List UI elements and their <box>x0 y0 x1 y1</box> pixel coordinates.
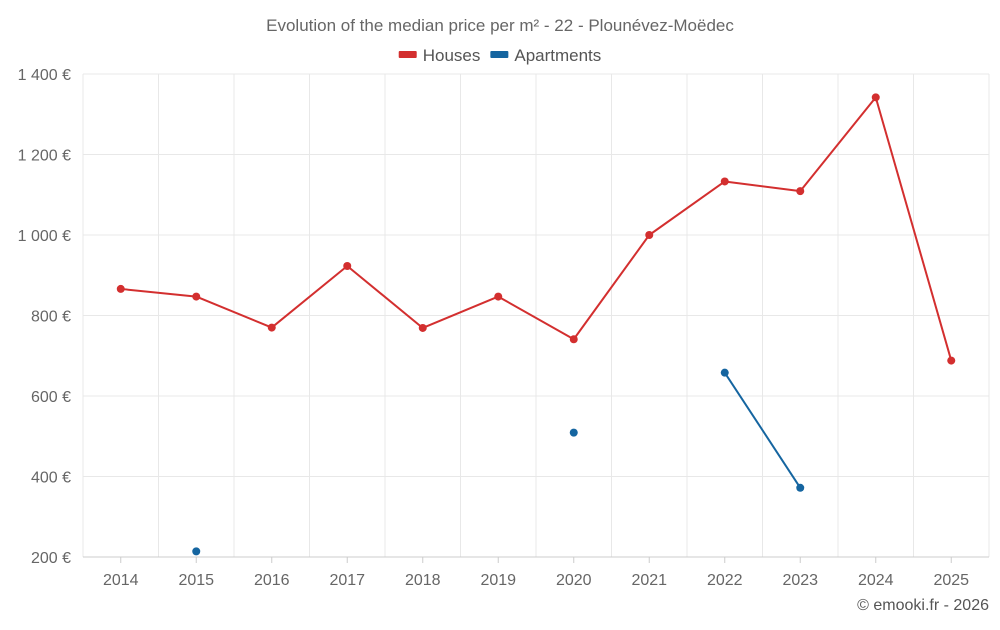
legend-label: Houses <box>423 46 481 65</box>
data-point-apartments <box>720 368 729 377</box>
x-tick-label: 2016 <box>254 572 290 589</box>
y-tick-label: 200 € <box>31 550 71 567</box>
legend-swatch <box>398 51 417 58</box>
data-point-houses <box>645 231 654 239</box>
axes: 200 € 400 € 600 € 800 € 1 000 € 1 200 € 1 400 … <box>18 67 989 589</box>
y-tick-label: 800 € <box>31 309 71 326</box>
x-tick-label: 2022 <box>707 572 743 589</box>
data-point-apartments <box>192 547 201 556</box>
x-tick-label: 2019 <box>480 572 516 589</box>
y-tick-label: 1 000 € <box>18 228 71 245</box>
credit-text: © emooki.fr - 2026 <box>857 597 989 614</box>
data-point-houses <box>720 177 729 186</box>
x-tick-label: 2025 <box>933 572 969 589</box>
x-tick-label: 2018 <box>405 572 441 589</box>
legend: Houses Apartments <box>398 46 601 65</box>
legend-item-apartments: Apartments <box>490 46 601 65</box>
y-tick-label: 1 200 € <box>18 148 71 165</box>
x-tick-label: 2021 <box>631 572 667 589</box>
y-tick-label: 600 € <box>31 389 71 406</box>
x-tick-label: 2017 <box>329 572 365 589</box>
x-tick-label: 2014 <box>103 572 139 589</box>
data-point-houses <box>116 284 125 293</box>
series-layer <box>116 93 956 556</box>
data-point-houses <box>418 323 427 332</box>
data-point-houses <box>192 292 201 301</box>
series-line-houses <box>120 96 953 361</box>
chart-title: Evolution of the median price per m² - 2… <box>266 16 734 35</box>
data-point-apartments <box>796 483 805 492</box>
data-point-houses <box>569 335 578 344</box>
data-point-houses <box>494 292 503 301</box>
legend-item-houses: Houses <box>398 46 481 65</box>
y-tick-label: 1 400 € <box>18 67 71 84</box>
legend-swatch <box>490 51 509 58</box>
x-tick-label: 2020 <box>556 572 592 589</box>
legend-label: Apartments <box>514 46 601 65</box>
series-line-apartments <box>723 372 802 489</box>
data-point-houses <box>947 356 956 365</box>
data-point-houses <box>267 323 276 332</box>
x-tick-label: 2015 <box>178 572 214 589</box>
data-point-apartments <box>569 428 578 437</box>
data-point-houses <box>343 261 352 270</box>
x-tick-label: 2023 <box>782 572 818 589</box>
x-tick-label: 2024 <box>858 572 894 589</box>
data-point-houses <box>871 93 880 102</box>
y-tick-label: 400 € <box>31 470 71 487</box>
data-point-houses <box>796 187 805 196</box>
grid <box>82 73 990 557</box>
